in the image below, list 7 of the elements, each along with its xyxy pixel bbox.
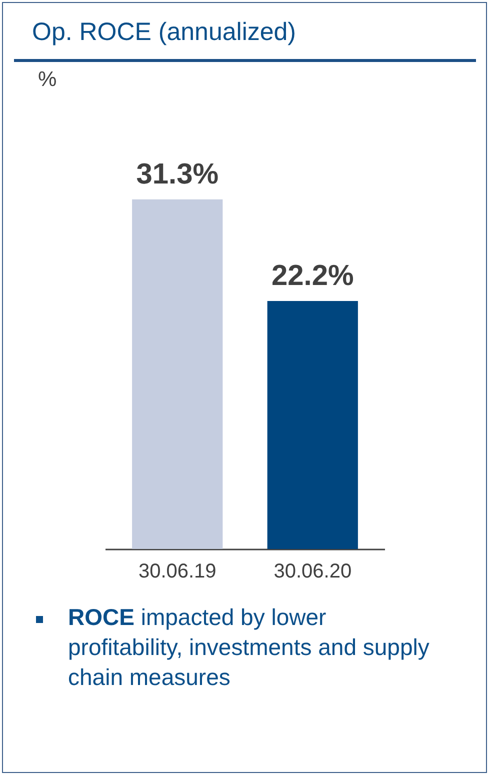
x-tick-label: 30.06.20 [274, 560, 352, 582]
text: ROCE impacted by lower profitability, investments and supply chain measures [68, 603, 430, 692]
data-label: 22.2% [272, 260, 354, 292]
text: % [38, 68, 57, 92]
chart-title: Op. ROCE (annualized) [32, 18, 296, 47]
x-tick-label: 30.06.19 [138, 560, 216, 582]
data-label: 31.3% [136, 158, 219, 190]
